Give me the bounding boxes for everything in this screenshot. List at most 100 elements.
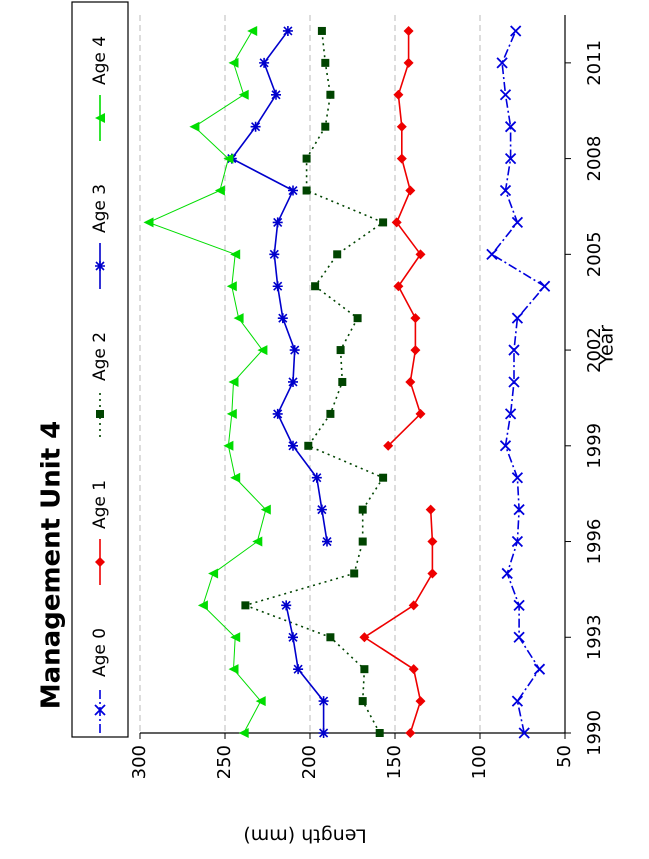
x-tick-label: 1990 xyxy=(584,710,605,756)
marker xyxy=(238,89,249,100)
marker xyxy=(288,632,298,643)
marker xyxy=(504,408,517,420)
marker xyxy=(513,503,525,516)
marker xyxy=(410,345,421,356)
marker xyxy=(257,345,268,356)
marker xyxy=(95,261,105,271)
x-tick-label: 1996 xyxy=(584,519,605,565)
marker xyxy=(511,472,524,484)
marker xyxy=(230,632,241,643)
marker xyxy=(223,440,234,451)
marker xyxy=(333,250,342,259)
marker xyxy=(396,153,407,164)
marker xyxy=(288,376,298,387)
chart-title: Management Unit 4 xyxy=(37,421,67,710)
y-tick-label: 50 xyxy=(554,745,575,768)
marker xyxy=(379,218,388,227)
marker xyxy=(288,185,298,196)
marker xyxy=(408,664,419,675)
marker xyxy=(393,281,404,292)
marker xyxy=(247,25,258,36)
marker xyxy=(513,599,525,611)
marker xyxy=(501,567,513,580)
marker xyxy=(358,537,367,546)
marker xyxy=(259,57,270,68)
series-line xyxy=(242,30,385,734)
marker xyxy=(425,504,436,515)
marker xyxy=(255,696,266,707)
marker xyxy=(511,535,524,548)
marker xyxy=(311,472,322,483)
marker xyxy=(318,696,329,707)
marker xyxy=(415,696,426,707)
marker xyxy=(321,58,330,67)
marker xyxy=(336,346,345,355)
x-axis-label: Year xyxy=(596,325,618,366)
marker xyxy=(326,90,335,99)
marker xyxy=(322,536,332,547)
marker xyxy=(293,664,304,675)
marker xyxy=(511,695,524,707)
legend-label: Age 3 xyxy=(90,184,110,233)
marker xyxy=(260,504,271,515)
marker xyxy=(486,248,498,260)
marker xyxy=(96,410,104,418)
marker xyxy=(233,313,244,324)
marker xyxy=(228,376,239,387)
y-tick-label: 250 xyxy=(214,745,235,779)
marker xyxy=(405,376,416,387)
marker xyxy=(228,664,239,675)
marker xyxy=(230,472,241,483)
marker xyxy=(228,57,239,68)
marker xyxy=(94,704,106,716)
marker xyxy=(415,408,426,419)
marker xyxy=(499,440,512,452)
x-tick-label: 1999 xyxy=(584,423,605,469)
marker xyxy=(405,185,416,196)
marker xyxy=(375,729,384,737)
marker xyxy=(326,409,335,418)
y-tick-label: 150 xyxy=(384,745,405,779)
marker xyxy=(396,121,407,132)
marker xyxy=(288,440,298,451)
legend-label: Age 0 xyxy=(90,628,110,677)
marker xyxy=(350,569,359,578)
marker xyxy=(238,728,249,738)
marker xyxy=(302,186,311,195)
marker xyxy=(415,249,426,260)
marker xyxy=(230,249,241,260)
marker xyxy=(360,665,369,674)
marker xyxy=(189,121,200,132)
marker xyxy=(358,697,367,706)
legend-label: Age 1 xyxy=(90,480,110,529)
marker xyxy=(197,600,208,611)
marker xyxy=(538,280,551,292)
marker xyxy=(226,281,237,292)
marker xyxy=(277,313,288,324)
marker xyxy=(316,504,327,515)
marker xyxy=(269,249,280,260)
marker xyxy=(223,153,234,164)
marker xyxy=(214,185,225,196)
marker xyxy=(410,313,421,324)
x-tick-label: 1993 xyxy=(584,614,605,660)
marker xyxy=(317,26,326,35)
marker xyxy=(289,345,300,356)
marker xyxy=(143,217,154,228)
marker xyxy=(353,314,362,323)
marker xyxy=(533,663,546,675)
series-line xyxy=(362,30,434,734)
marker xyxy=(427,568,438,579)
marker xyxy=(208,568,219,579)
marker xyxy=(383,440,394,451)
marker xyxy=(358,505,367,514)
marker xyxy=(403,57,414,68)
marker xyxy=(510,25,522,37)
marker xyxy=(338,377,347,386)
series-line xyxy=(490,30,546,734)
marker xyxy=(326,633,335,642)
marker xyxy=(304,441,313,450)
marker xyxy=(511,216,524,229)
y-tick-label: 200 xyxy=(299,745,320,779)
